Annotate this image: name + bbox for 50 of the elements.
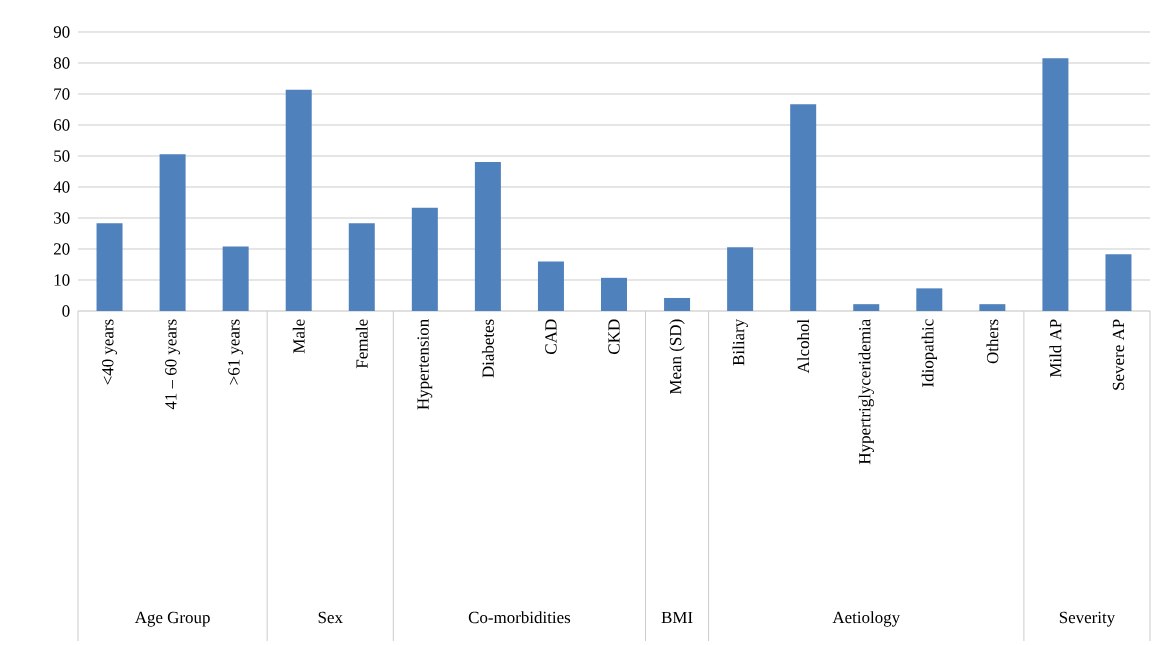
- x-tick-label: Hypertension: [417, 319, 433, 410]
- x-tick-label: Hypertriglyceridemia: [858, 319, 874, 465]
- y-tick-label: 50: [54, 150, 70, 162]
- x-tick-label: CAD: [545, 319, 557, 354]
- text: Age Group: [134, 611, 210, 627]
- bar: [601, 277, 628, 311]
- bar: [96, 223, 123, 311]
- bar: [285, 89, 312, 311]
- bar: [222, 246, 249, 311]
- bar: [1105, 254, 1132, 311]
- y-tick-label: 80: [53, 57, 70, 69]
- bar: [348, 223, 375, 311]
- bar: [537, 261, 564, 311]
- x-tick-label: Female: [355, 319, 368, 369]
- y-tick-label: 30: [54, 212, 70, 224]
- x-tick-label: <40 years: [102, 319, 117, 385]
- text: BMI: [661, 611, 693, 624]
- y-tick-label: 90: [53, 26, 70, 38]
- bar: [1042, 58, 1069, 311]
- bar: [159, 154, 186, 311]
- bar: [790, 104, 817, 311]
- x-tick-label: Severe AP: [1112, 319, 1125, 390]
- bar: [664, 297, 691, 311]
- x-tick-label: Idiopathic: [921, 319, 937, 387]
- y-tick-label: 70: [54, 88, 70, 100]
- x-tick-label: Mild AP: [1049, 319, 1062, 378]
- bar: [474, 161, 501, 311]
- x-tick-label: >61 years: [228, 319, 244, 385]
- text: Sex: [318, 611, 343, 624]
- x-tick-label: Diabetes: [481, 319, 494, 378]
- bar: [979, 304, 1006, 311]
- text: Severity: [1059, 611, 1116, 627]
- y-tick-label: 40: [53, 181, 70, 193]
- x-tick-label: Others: [986, 319, 999, 364]
- text: Co-morbidities: [468, 611, 571, 624]
- y-tick-label: 10: [54, 274, 70, 286]
- x-tick-label: CKD: [608, 319, 620, 354]
- x-tick-label: Biliary: [732, 318, 748, 366]
- bar: [411, 207, 438, 311]
- text: Aetiology: [832, 611, 901, 627]
- bar: [727, 247, 754, 311]
- y-tick-label: 60: [53, 119, 70, 131]
- x-tick-label: Mean (SD): [669, 319, 685, 395]
- x-tick-label: Alcohol: [797, 319, 810, 374]
- x-tick-label: 41 – 60 years: [165, 319, 181, 410]
- bar: [916, 288, 943, 311]
- y-tick-label: 20: [53, 243, 70, 255]
- bar: [853, 304, 880, 311]
- x-tick-label: Male: [292, 319, 305, 354]
- y-tick-label: 0: [62, 305, 70, 317]
